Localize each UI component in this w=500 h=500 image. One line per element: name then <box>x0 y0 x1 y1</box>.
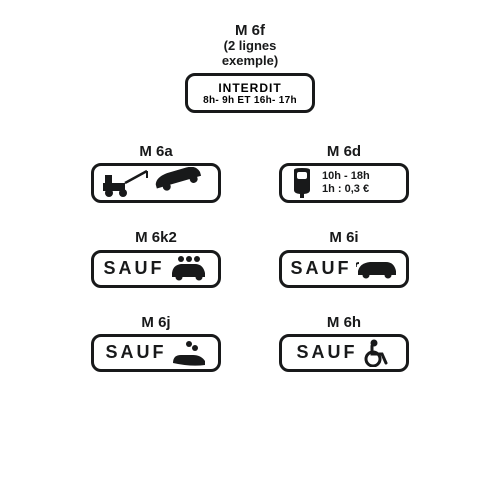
panel-m6k2: SAUF <box>91 250 221 288</box>
sign-m6k2: M 6k2 SAUF <box>91 229 221 287</box>
meter-text-line2: 1h : 0,3 € <box>322 183 370 196</box>
sign-subtitle-line2: exemple) <box>222 54 278 69</box>
sign-m6j: M 6j SAUF <box>91 314 221 372</box>
row-3: M 6j SAUF M 6h SAUF <box>91 314 409 372</box>
parking-meter-icon <box>290 168 314 198</box>
panel-m6d: 10h - 18h 1h : 0,3 € <box>279 163 409 203</box>
wheelchair-icon <box>362 339 392 367</box>
panel-text-line1: INTERDIT <box>218 81 281 95</box>
sign-code: M 6i <box>329 229 358 246</box>
sign-m6a: M 6a <box>91 143 221 203</box>
row-1: M 6a M 6d <box>91 143 409 203</box>
sauf-label: SAUF <box>104 258 165 279</box>
sign-m6d: M 6d 10h - 18h 1h : 0,3 € <box>279 143 409 203</box>
sign-code: M 6k2 <box>135 229 177 246</box>
sign-code: M 6a <box>139 143 172 160</box>
sauf-label: SAUF <box>106 342 167 363</box>
meter-text-line1: 10h - 18h <box>322 170 370 183</box>
sign-m6i: M 6i SAUF <box>279 229 409 287</box>
sign-code: M 6d <box>327 143 361 160</box>
panel-m6a <box>91 163 221 203</box>
sign-subtitle-line1: (2 lignes <box>224 39 277 54</box>
panel-m6i: SAUF <box>279 250 409 288</box>
panel-m6h: SAUF <box>279 334 409 372</box>
sign-code: M 6h <box>327 314 361 331</box>
sign-m6h: M 6h SAUF <box>279 314 409 372</box>
hand-coins-icon <box>171 339 207 367</box>
sign-m6f: M 6f (2 lignes exemple) INTERDIT 8h- 9h … <box>185 22 315 113</box>
car-share-icon <box>169 255 209 283</box>
row-2: M 6k2 SAUF M 6i SAUF <box>91 229 409 287</box>
panel-text-line2: 8h- 9h ET 16h- 17h <box>203 95 297 106</box>
tow-truck-icon <box>97 167 215 199</box>
panel-m6f: INTERDIT 8h- 9h ET 16h- 17h <box>185 73 315 113</box>
sign-code: M 6j <box>141 314 170 331</box>
electric-car-icon <box>356 257 398 281</box>
sauf-label: SAUF <box>291 258 352 279</box>
panel-m6j: SAUF <box>91 334 221 372</box>
sauf-label: SAUF <box>297 342 358 363</box>
sign-code: M 6f <box>235 22 265 39</box>
